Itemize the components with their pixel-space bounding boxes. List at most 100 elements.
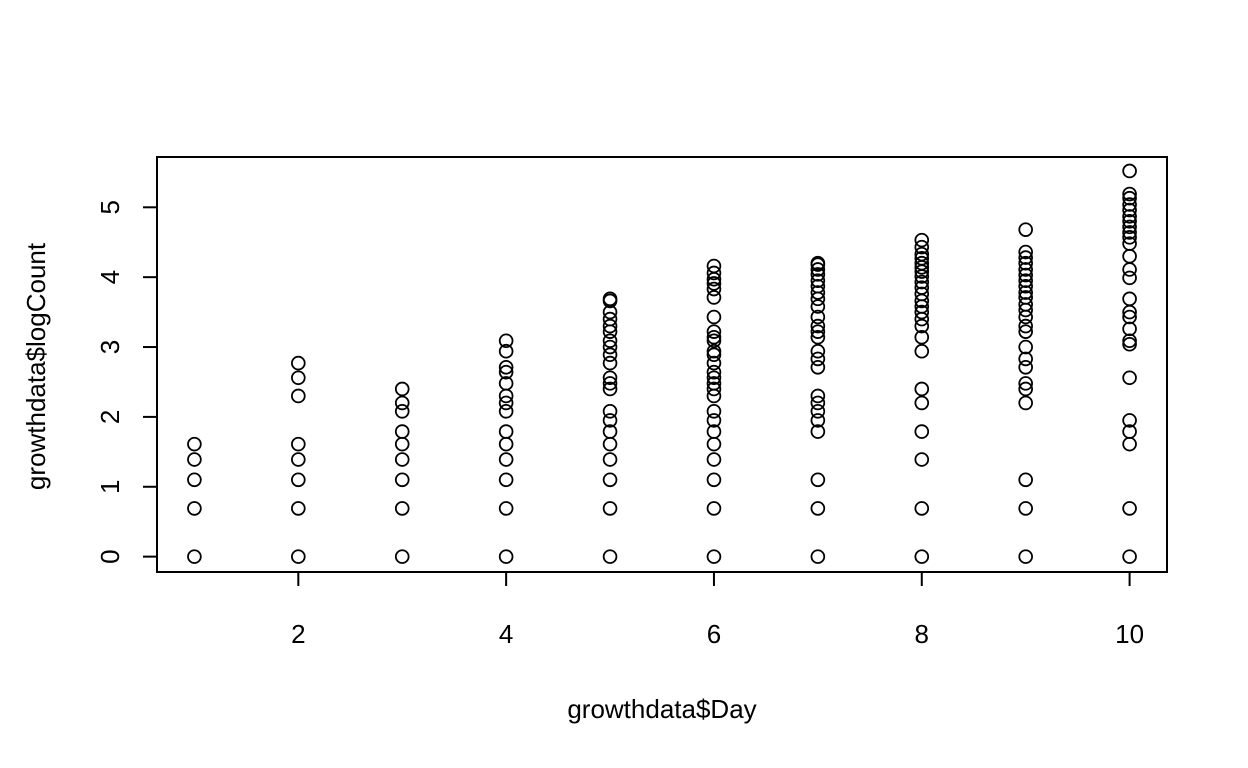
data-point — [1018, 290, 1033, 305]
data-point — [914, 255, 930, 271]
data-point — [810, 273, 826, 288]
data-point — [1122, 197, 1137, 212]
data-point — [810, 395, 826, 411]
data-point — [1018, 222, 1033, 237]
data-point — [1122, 270, 1137, 286]
data-point — [1018, 278, 1033, 294]
data-point — [810, 388, 826, 404]
data-point — [394, 404, 410, 419]
x-tick-label: 6 — [707, 619, 721, 649]
x-tick-label: 2 — [291, 619, 305, 649]
data-point — [914, 395, 930, 411]
data-point — [810, 278, 826, 294]
data-point — [810, 262, 826, 277]
data-point — [706, 364, 722, 380]
data-point — [810, 329, 826, 345]
data-point — [498, 452, 514, 467]
data-point — [1122, 291, 1137, 307]
data-point — [291, 549, 306, 564]
data-point — [498, 359, 514, 375]
data-point — [602, 381, 618, 397]
data-point — [1122, 163, 1137, 179]
data-point — [1018, 376, 1033, 391]
data-point — [810, 318, 826, 334]
data-point — [498, 333, 514, 349]
data-point — [602, 472, 618, 488]
data-point — [1018, 255, 1033, 271]
data-point — [1018, 549, 1033, 564]
data-point — [706, 281, 722, 297]
data-point — [394, 452, 410, 467]
data-point — [602, 291, 618, 307]
data-point — [291, 452, 306, 467]
data-point — [810, 413, 826, 428]
data-point — [602, 501, 618, 516]
data-point — [291, 472, 306, 488]
data-point — [706, 355, 722, 371]
data-point — [914, 286, 930, 302]
y-tick-label: 3 — [95, 340, 125, 354]
data-point — [914, 251, 930, 266]
data-point — [394, 424, 410, 439]
data-point — [291, 370, 306, 386]
data-point — [1122, 549, 1137, 564]
data-point — [291, 436, 306, 452]
data-point — [1122, 424, 1137, 439]
data-point — [810, 255, 826, 271]
data-point — [1018, 267, 1033, 283]
data-point — [1018, 501, 1033, 516]
data-point — [602, 404, 618, 419]
data-point — [706, 276, 722, 291]
data-point — [602, 376, 618, 391]
y-tick-label: 0 — [95, 549, 125, 563]
data-point — [498, 424, 514, 439]
data-point — [810, 309, 826, 325]
data-point — [914, 274, 930, 290]
data-point — [810, 285, 826, 300]
data-point — [602, 370, 618, 386]
points-layer — [187, 163, 1137, 564]
data-point — [187, 452, 202, 467]
data-point — [1122, 370, 1137, 386]
data-point — [498, 404, 514, 419]
data-point — [810, 267, 826, 282]
data-point — [706, 290, 722, 305]
data-point — [914, 329, 930, 345]
data-point — [706, 324, 722, 339]
data-point — [1018, 472, 1033, 488]
data-point — [1122, 225, 1137, 240]
data-point — [1122, 333, 1137, 349]
data-point — [187, 472, 202, 488]
data-point — [1018, 250, 1033, 265]
data-point — [1122, 413, 1137, 428]
data-point — [1018, 359, 1033, 375]
data-point — [1018, 339, 1033, 355]
data-point — [810, 472, 826, 488]
data-point — [914, 246, 930, 262]
data-point — [706, 381, 722, 397]
data-point — [1018, 381, 1033, 397]
data-point — [706, 413, 722, 428]
data-point — [602, 549, 618, 564]
data-point — [810, 351, 826, 367]
data-point — [498, 472, 514, 488]
data-point — [810, 299, 826, 314]
data-point — [914, 343, 930, 359]
data-point — [706, 329, 722, 345]
data-point — [914, 549, 930, 564]
data-point — [498, 501, 514, 516]
data-point — [602, 318, 618, 334]
y-tick-label: 4 — [95, 270, 125, 284]
data-point — [706, 404, 722, 419]
data-point — [914, 318, 930, 334]
data-point — [706, 549, 722, 564]
y-axis: 0 1 2 3 4 5 — [95, 200, 158, 564]
data-point — [394, 472, 410, 488]
data-point — [1018, 262, 1033, 277]
data-point — [706, 452, 722, 467]
data-point — [1122, 190, 1137, 206]
data-point — [394, 381, 410, 397]
data-point — [602, 413, 618, 428]
